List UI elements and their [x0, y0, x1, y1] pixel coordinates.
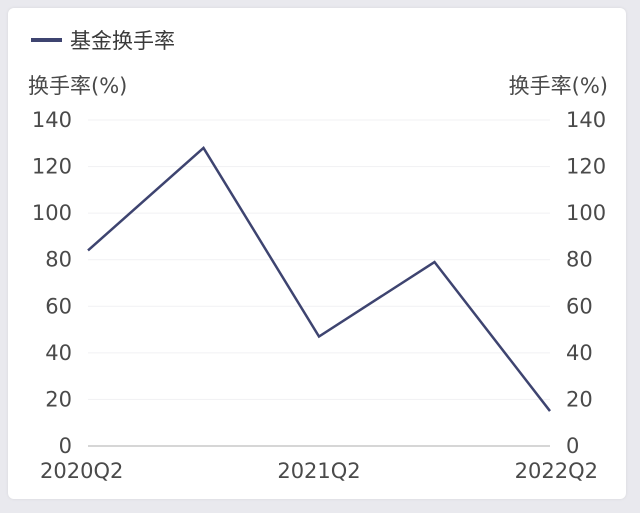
legend-label: 基金换手率 [70, 29, 175, 53]
y-ticks-right: 0 20 40 60 80 100 120 140 [566, 108, 606, 458]
y-tick-right: 20 [566, 387, 593, 411]
series-line [87, 146, 551, 412]
y-tick-left: 100 [32, 201, 72, 225]
x-ticks: 2020Q2 2021Q2 2022Q2 [40, 459, 598, 483]
chart-card [8, 8, 626, 499]
y-tick-right: 80 [566, 248, 593, 272]
y-axis-right-title: 换手率(%) [509, 74, 608, 98]
series-group [87, 146, 551, 412]
y-tick-left: 40 [45, 341, 72, 365]
y-axis-left-title: 换手率(%) [28, 74, 127, 98]
y-tick-right: 140 [566, 108, 606, 132]
y-tick-left: 120 [32, 155, 72, 179]
y-tick-left: 0 [59, 434, 72, 458]
y-tick-right: 100 [566, 201, 606, 225]
y-tick-left: 60 [45, 294, 72, 318]
x-tick-label: 2021Q2 [277, 459, 360, 483]
y-tick-right: 120 [566, 155, 606, 179]
y-tick-right: 40 [566, 341, 593, 365]
legend: 基金换手率 [31, 29, 175, 53]
y-tick-left: 80 [45, 248, 72, 272]
x-tick-label: 2020Q2 [40, 459, 123, 483]
y-tick-left: 140 [32, 108, 72, 132]
x-tick-label: 2022Q2 [515, 459, 598, 483]
y-tick-right: 60 [566, 294, 593, 318]
y-tick-left: 20 [45, 387, 72, 411]
y-tick-right: 0 [566, 434, 579, 458]
grid-lines [88, 119, 550, 447]
y-ticks-left: 0 20 40 60 80 100 120 140 [32, 108, 72, 458]
